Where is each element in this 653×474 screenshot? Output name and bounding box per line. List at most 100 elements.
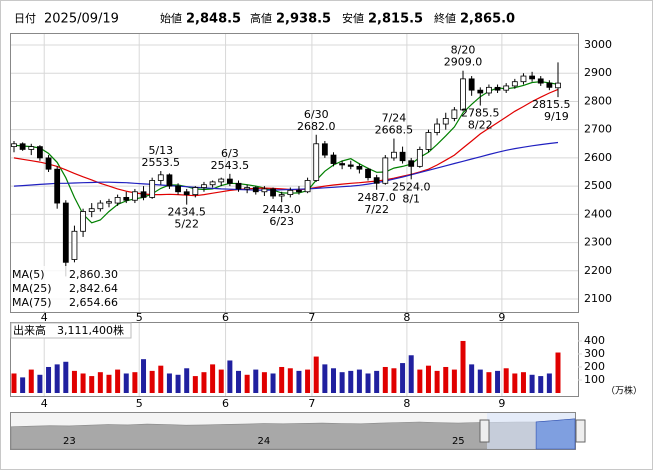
header-value: 2,848.5 xyxy=(186,12,241,27)
candle-body xyxy=(166,174,173,187)
navigator-handle[interactable] xyxy=(479,419,490,443)
volume-bar xyxy=(244,374,250,393)
ma-line xyxy=(13,81,559,224)
candle-body xyxy=(218,178,225,183)
candle-body xyxy=(54,168,61,204)
candle-body xyxy=(235,182,242,190)
volume-tick-label: 100 xyxy=(584,373,605,386)
volume-bar xyxy=(512,373,518,393)
x-tick-label: 8 xyxy=(403,311,410,324)
candle-body xyxy=(373,177,380,184)
y-tick-label: 2200 xyxy=(584,264,612,277)
volume-bar xyxy=(538,376,544,393)
annotation-date: 8/20 xyxy=(451,44,476,57)
x-tick-label: 7 xyxy=(308,311,315,324)
x-tick-label: 4 xyxy=(41,311,48,324)
annotation-date: 8/22 xyxy=(468,119,493,132)
volume-bar xyxy=(425,365,431,393)
volume-bar xyxy=(158,365,164,393)
candle-body xyxy=(321,143,328,156)
header-label: 終値 xyxy=(434,11,456,25)
annotation-value: 2434.5 xyxy=(167,206,206,219)
candle-body xyxy=(226,178,233,184)
volume-bar xyxy=(330,368,336,393)
header-value: 2,865.0 xyxy=(460,12,515,27)
candle-body xyxy=(123,197,130,201)
x-tick-label: 6 xyxy=(222,311,229,324)
legend-name: MA(75) xyxy=(12,296,52,309)
volume-bar xyxy=(71,370,77,393)
volume-bar xyxy=(460,340,466,393)
volume-bar xyxy=(495,370,501,393)
candle-body xyxy=(278,194,285,197)
volume-bar xyxy=(374,370,380,393)
annotation-value: 2815.5 xyxy=(532,98,571,111)
x-tick-label: 7 xyxy=(308,397,315,410)
candle-body xyxy=(486,86,492,94)
volume-bar xyxy=(80,373,86,393)
candle-body xyxy=(183,191,190,195)
navigator-handle[interactable] xyxy=(575,419,586,443)
volume-bar xyxy=(97,372,103,393)
annotation-value: 2443.0 xyxy=(262,203,301,216)
header-label: 安値 xyxy=(342,11,364,25)
annotation-value: 2553.5 xyxy=(142,156,181,169)
volume-bar xyxy=(210,364,216,393)
legend-name: MA(25) xyxy=(12,282,52,295)
legend-value: 2,842.64 xyxy=(69,282,118,295)
candle-body xyxy=(442,117,449,125)
candle-body xyxy=(520,75,527,83)
candle-body xyxy=(399,151,406,162)
y-tick-label: 3000 xyxy=(584,38,612,51)
volume-bar xyxy=(486,372,492,393)
annotation-value: 2668.5 xyxy=(375,124,414,137)
candle-body xyxy=(537,78,544,84)
candle-body xyxy=(192,187,199,195)
y-tick-label: 2800 xyxy=(584,94,612,107)
volume-bar xyxy=(296,370,302,393)
y-tick-label: 2500 xyxy=(584,179,612,192)
candle-body xyxy=(11,143,17,148)
volume-bar xyxy=(348,370,354,393)
candle-body xyxy=(97,202,104,210)
volume-bar xyxy=(339,372,345,393)
volume-tick-label: 300 xyxy=(584,347,605,360)
volume-bar xyxy=(434,370,440,393)
candle-body xyxy=(270,188,276,197)
volume-bar xyxy=(46,366,52,393)
candle-body xyxy=(149,180,156,198)
candle-body xyxy=(114,197,121,204)
x-tick-label: 8 xyxy=(403,397,410,410)
candle-body xyxy=(529,75,535,80)
volume-bar xyxy=(132,372,138,393)
candle-body xyxy=(408,160,415,167)
legend-box xyxy=(11,266,119,311)
annotation-date: 8/1 xyxy=(402,192,420,205)
header-value: 2,815.5 xyxy=(368,12,423,27)
candle-body xyxy=(244,187,251,190)
candle-body xyxy=(252,187,259,193)
annotation-date: 5/13 xyxy=(148,144,173,157)
y-tick-label: 2900 xyxy=(584,66,612,79)
volume-bar xyxy=(305,369,311,393)
volume-bar xyxy=(184,368,190,393)
candle-body xyxy=(451,109,458,119)
x-tick-label: 9 xyxy=(498,311,505,324)
header: 日付 2025/09/19 xyxy=(14,12,119,27)
volume-unit: （万株） xyxy=(606,385,642,397)
ma-line xyxy=(13,141,559,191)
candle-body xyxy=(71,230,78,260)
volume-label-box xyxy=(10,322,132,339)
volume-bar xyxy=(400,363,406,393)
candle-body xyxy=(62,202,69,263)
volume-bar xyxy=(443,366,449,393)
legend-name: MA(5) xyxy=(12,268,45,281)
volume-bar xyxy=(503,368,509,393)
date-label: 日付 xyxy=(14,12,36,25)
volume-bar xyxy=(37,374,43,393)
candle-body xyxy=(140,191,147,198)
volume-bar xyxy=(555,352,561,393)
annotation-date: 5/22 xyxy=(174,218,199,231)
volume-bar xyxy=(201,372,207,393)
